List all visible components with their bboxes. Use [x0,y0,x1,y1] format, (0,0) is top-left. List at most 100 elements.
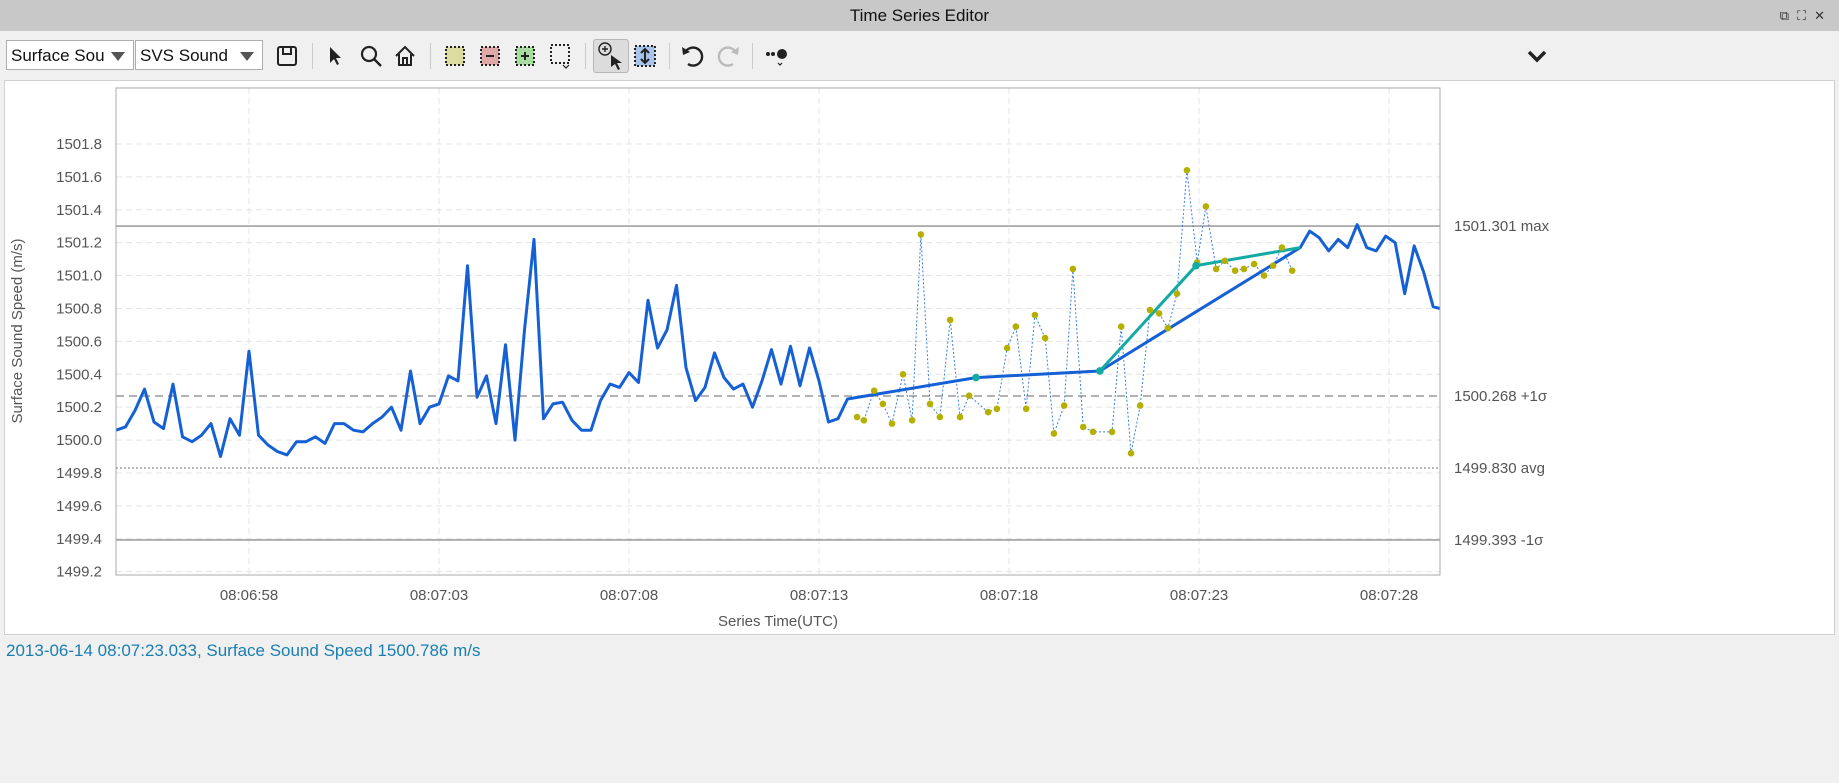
time-series-chart[interactable]: 1501.301 max 1500.268 +1σ 1499.830 avg 1499… [0,80,1839,635]
raw-data-point [1269,262,1277,269]
raw-data-point [1155,310,1163,317]
raw-data-point [1012,323,1020,330]
reference-line-label: 1500.268 +1σ [1454,388,1548,405]
zoom-button[interactable] [355,40,387,72]
chart-panel [4,80,1835,635]
restore-icon[interactable]: ⧉ [1779,8,1789,23]
raw-data-point [1164,324,1172,332]
zoom-pointer-button[interactable] [593,39,629,73]
raw-data-point [1173,290,1181,297]
y-tick-label: 1501.2 [56,235,102,252]
y-tick-label: 1500.0 [56,432,102,449]
home-button[interactable] [389,40,421,72]
separator [312,43,313,69]
plot-frame [115,87,1441,576]
raw-data-point [1022,405,1030,413]
y-tick-labels: 1499.2 1499.4 1499.6 1499.8 1500.0 1500.2 1500… [56,136,102,581]
more-button[interactable] [1521,40,1553,72]
raw-data-point [1127,449,1135,457]
x-tick-label: 08:07:18 [980,587,1038,604]
edited-point-marker [972,373,980,382]
maximize-icon[interactable]: ⛶ [1796,8,1807,23]
raw-data-point [1278,244,1286,251]
yellow-dotted-box-icon [445,46,465,66]
raw-data-point [1060,402,1068,409]
vertical-fit-button[interactable] [629,40,661,72]
series-select[interactable]: Surface Sou [6,40,134,70]
chevron-down-icon [240,52,254,61]
raw-data-point [984,408,992,416]
raw-data-point [1041,334,1049,342]
raw-data-point [1108,428,1116,436]
raw-data-point [1240,265,1248,273]
close-icon[interactable]: ✕ [1814,8,1825,23]
raw-data-point [1069,265,1077,273]
title-bar: Time Series Editor ⧉ ⛶ ✕ [0,0,1839,31]
magnifier-icon [360,45,382,67]
arrow-pointer-icon [330,47,341,65]
home-icon [395,45,415,66]
x-tick-labels: 08:06:58 08:07:03 08:07:08 08:07:13 08:07:18… [220,587,1418,604]
raw-data-point [1288,267,1296,274]
series-select-value: Surface Sou [11,46,105,65]
redo-button[interactable] [713,40,745,72]
raw-data-point [936,413,944,421]
separator [430,43,431,69]
save-button[interactable] [271,40,303,72]
x-axis-label: Series Time(UTC) [718,613,838,630]
edited-point-marker [1096,367,1104,375]
green-plus-box-icon [515,46,535,66]
raw-data-point [879,400,887,408]
x-tick-label: 08:07:23 [1170,587,1228,604]
x-tick-label: 08:07:08 [600,587,658,604]
y-tick-label: 1500.2 [56,399,102,416]
separator [669,43,670,69]
raw-data-point [1250,260,1258,268]
raw-data-point [1231,267,1239,274]
add-region-button[interactable] [509,40,541,72]
zoom-in-pointer-icon [598,42,622,70]
raw-data-point [965,392,973,399]
remove-region-button[interactable] [474,40,506,72]
window-title: Time Series Editor [849,6,990,25]
y-axis-label: Surface Sound Speed (m/s) [9,238,26,423]
dotted-box-dropdown-icon [550,44,570,69]
separator [585,43,586,69]
edited-point-marker [1192,261,1200,270]
toolbar: Surface Sou SVS Sound [0,31,1839,79]
redo-icon [717,46,739,67]
raw-data-point [1260,272,1268,279]
x-tick-label: 08:07:28 [1360,587,1418,604]
raw-data-point [888,420,896,427]
y-tick-label: 1499.2 [56,564,102,581]
y-tick-label: 1501.4 [56,202,102,219]
raw-data-point [1183,166,1191,174]
region-menu-button[interactable] [545,40,577,72]
x-tick-label: 08:06:58 [220,587,278,604]
raw-data-point [908,417,916,424]
point-style-dropdown-icon [766,49,787,66]
reference-line-label: 1499.830 avg [1454,460,1545,477]
raw-data-point [870,387,878,395]
raw-data-point [926,400,934,408]
select-region-button[interactable] [439,40,471,72]
point-style-button[interactable] [761,40,793,72]
select-button[interactable] [319,40,351,72]
raw-data-point [1146,306,1154,314]
undo-icon [682,46,704,67]
y-tick-label: 1499.6 [56,498,102,515]
raw-data-point [899,370,907,378]
y-tick-label: 1500.8 [56,300,102,317]
raw-data-point [1031,311,1039,319]
x-tick-label: 08:07:13 [790,587,848,604]
reference-lines: 1501.301 max 1500.268 +1σ 1499.830 avg 1499… [116,218,1550,549]
y-tick-label: 1501.0 [56,268,102,285]
raw-data-point [946,316,954,324]
raw-data-point [1202,203,1210,210]
raw-data-point [1079,423,1087,431]
vertical-arrows-box-icon [634,45,656,67]
undo-button[interactable] [676,40,708,72]
raw-data-point [1089,428,1097,436]
sensor-select[interactable]: SVS Sound [135,40,263,70]
y-tick-label: 1499.8 [56,465,102,482]
